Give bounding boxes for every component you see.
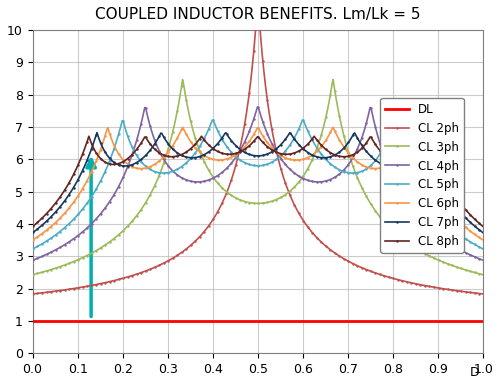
CL 2ph [274,152,280,157]
CL 7ph [470,222,476,227]
CL 4ph [470,254,476,258]
CL 3ph [298,176,304,181]
CL 5ph [247,162,253,167]
CL 4ph [246,129,252,134]
CL 3ph [30,272,36,277]
Legend: DL, CL 2ph, CL 3ph, CL 4ph, CL 5ph, CL 6ph, CL 7ph, CL 8ph: DL, CL 2ph, CL 3ph, CL 4ph, CL 5ph, CL 6… [380,98,464,253]
CL 8ph [244,146,250,150]
DL [246,318,252,323]
CL 6ph [247,138,253,142]
Line: CL 7ph: CL 7ph [32,132,484,233]
CL 5ph [400,149,406,154]
CL 4ph [244,136,250,140]
CL 7ph [244,151,250,156]
CL 2ph [400,278,406,283]
CL 5ph [30,246,36,251]
CL 8ph [274,150,280,154]
CL 7ph [247,152,253,157]
CL 8ph [30,224,36,229]
DL [298,318,304,323]
CL 7ph [274,146,280,151]
Line: CL 4ph: CL 4ph [32,106,484,261]
CL 3ph [480,272,486,277]
CL 6ph [298,157,304,162]
CL 3ph [274,197,280,201]
CL 4ph [30,258,36,263]
CL 6ph [180,125,186,130]
CL 4ph [480,258,486,263]
Title: COUPLED INDUCTOR BENEFITS. Lm/Lk = 5: COUPLED INDUCTOR BENEFITS. Lm/Lk = 5 [95,7,420,22]
DL [244,318,250,323]
DL [274,318,280,323]
CL 3ph [247,201,253,205]
DL [480,318,486,323]
X-axis label: D: D [470,366,479,379]
Line: CL 6ph: CL 6ph [32,126,484,241]
CL 3ph [180,77,186,82]
CL 2ph [298,216,304,220]
CL 6ph [274,151,280,155]
CL 5ph [244,162,250,166]
CL 8ph [311,134,317,139]
CL 8ph [400,162,406,167]
CL 4ph [256,105,262,109]
Line: CL 3ph: CL 3ph [32,79,484,276]
Line: CL 8ph: CL 8ph [32,135,484,227]
CL 4ph [298,175,304,180]
CL 2ph [246,91,252,95]
DL [469,318,475,323]
CL 6ph [480,238,486,242]
CL 8ph [480,224,486,229]
CL 4ph [400,194,406,198]
CL 6ph [470,231,476,235]
CL 2ph [480,291,486,296]
CL 7ph [298,145,304,150]
CL 6ph [400,141,406,146]
CL 5ph [470,241,476,246]
CL 3ph [400,237,406,241]
CL 7ph [480,230,486,235]
CL 2ph [30,291,36,296]
Line: CL 5ph: CL 5ph [32,119,484,250]
CL 2ph [254,2,260,7]
CL 7ph [400,159,406,164]
CL 5ph [480,246,486,251]
CL 5ph [210,118,216,122]
CL 3ph [244,200,250,204]
DL [30,318,36,323]
CL 7ph [94,130,100,135]
CL 5ph [298,120,304,125]
CL 8ph [470,215,476,219]
CL 6ph [244,141,250,146]
CL 5ph [274,157,280,161]
CL 6ph [30,238,36,242]
CL 2ph [470,290,476,295]
CL 2ph [244,110,250,115]
CL 7ph [30,230,36,235]
DL [398,318,404,323]
CL 3ph [470,270,476,274]
CL 8ph [298,148,304,152]
CL 8ph [246,144,252,148]
Line: CL 2ph: CL 2ph [32,3,484,295]
CL 4ph [274,151,280,156]
